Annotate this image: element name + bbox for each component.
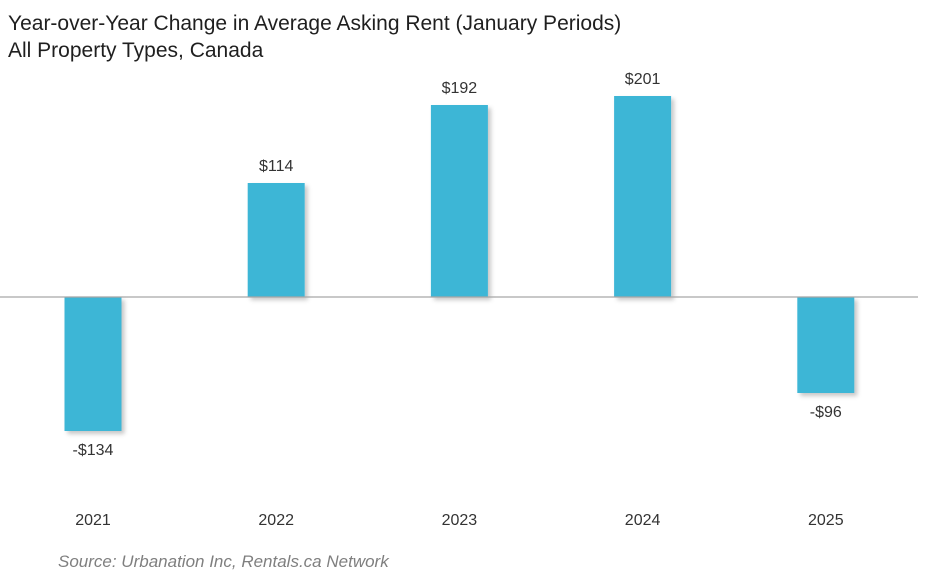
x-tick-labels: 2021 2022 2023 2024 2025 [75,512,843,529]
labels-layer: -$134 $114 $192 $201 -$96 [73,71,842,459]
x-tick-2022: 2022 [258,512,294,529]
x-tick-2024: 2024 [625,512,661,529]
source-note: Source: Urbanation Inc, Rentals.ca Netwo… [58,552,389,571]
bar-2025 [797,297,855,393]
data-label-2023: $192 [442,80,478,97]
bar-2021 [64,297,122,431]
x-tick-2025: 2025 [808,512,844,529]
bars-layer [64,96,855,431]
bar-2023 [430,105,488,297]
bar-2022 [247,183,305,297]
chart-title: Year-over-Year Change in Average Asking … [8,12,622,35]
chart-title-block: Year-over-Year Change in Average Asking … [8,10,621,64]
data-label-2024: $201 [625,71,661,88]
data-label-2021: -$134 [73,442,114,459]
x-tick-2023: 2023 [442,512,478,529]
data-label-2025: -$96 [810,404,842,421]
data-label-2022: $114 [259,158,294,175]
chart-subtitle: All Property Types, Canada [8,39,264,62]
x-tick-2021: 2021 [75,512,111,529]
bar-2024 [614,96,672,297]
